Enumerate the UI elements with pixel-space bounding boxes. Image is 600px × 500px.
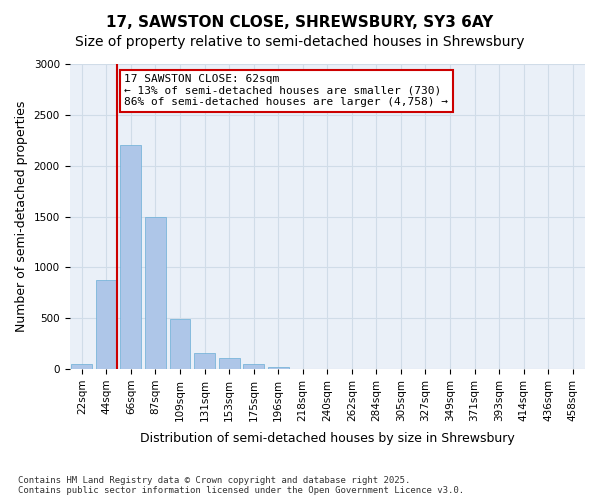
Bar: [268, 367, 289, 369]
Bar: [243, 364, 264, 369]
Bar: [194, 353, 215, 369]
Bar: [145, 216, 166, 369]
Bar: [71, 364, 92, 369]
Bar: [170, 319, 190, 369]
Text: Size of property relative to semi-detached houses in Shrewsbury: Size of property relative to semi-detach…: [75, 35, 525, 49]
Bar: [96, 280, 117, 369]
Bar: [292, 368, 313, 369]
Y-axis label: Number of semi-detached properties: Number of semi-detached properties: [15, 101, 28, 332]
Text: 17, SAWSTON CLOSE, SHREWSBURY, SY3 6AY: 17, SAWSTON CLOSE, SHREWSBURY, SY3 6AY: [106, 15, 494, 30]
Text: 17 SAWSTON CLOSE: 62sqm
← 13% of semi-detached houses are smaller (730)
86% of s: 17 SAWSTON CLOSE: 62sqm ← 13% of semi-de…: [124, 74, 448, 108]
X-axis label: Distribution of semi-detached houses by size in Shrewsbury: Distribution of semi-detached houses by …: [140, 432, 515, 445]
Bar: [218, 358, 239, 369]
Bar: [121, 146, 142, 369]
Text: Contains HM Land Registry data © Crown copyright and database right 2025.
Contai: Contains HM Land Registry data © Crown c…: [18, 476, 464, 495]
